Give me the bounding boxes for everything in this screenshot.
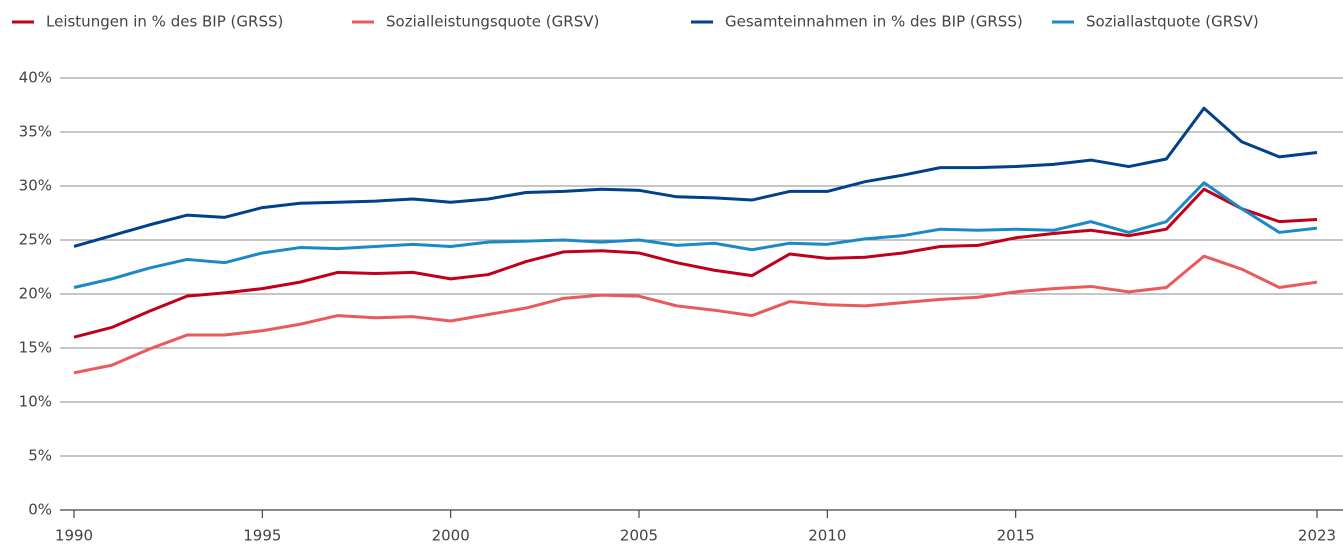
legend-label: Leistungen in % des BIP (GRSS) [46, 13, 283, 31]
legend-label: Soziallastquote (GRSV) [1086, 13, 1259, 31]
x-tick-label: 2005 [620, 527, 658, 545]
x-tick-label: 2015 [997, 527, 1035, 545]
y-tick-label: 30% [19, 177, 52, 195]
x-tick-label: 2023 [1298, 527, 1336, 545]
line-series [73, 181, 1318, 289]
y-tick-label: 25% [19, 231, 52, 249]
legend-label: Sozialleistungsquote (GRSV) [386, 13, 599, 31]
x-tick-label: 1995 [243, 527, 281, 545]
y-tick-label: 15% [19, 339, 52, 357]
x-tick-label: 2000 [432, 527, 470, 545]
x-tick-label: 2010 [808, 527, 846, 545]
x-tick-label: 1990 [55, 527, 93, 545]
y-tick-label: 0% [28, 501, 52, 519]
line-series [73, 106, 1318, 248]
y-tick-label: 5% [28, 447, 52, 465]
y-tick-label: 35% [19, 123, 52, 141]
line-series [73, 187, 1318, 339]
y-tick-label: 10% [19, 393, 52, 411]
legend-label: Gesamteinnahmen in % des BIP (GRSS) [725, 13, 1023, 31]
y-tick-label: 40% [19, 69, 52, 87]
line-series [73, 254, 1318, 375]
y-tick-label: 20% [19, 285, 52, 303]
